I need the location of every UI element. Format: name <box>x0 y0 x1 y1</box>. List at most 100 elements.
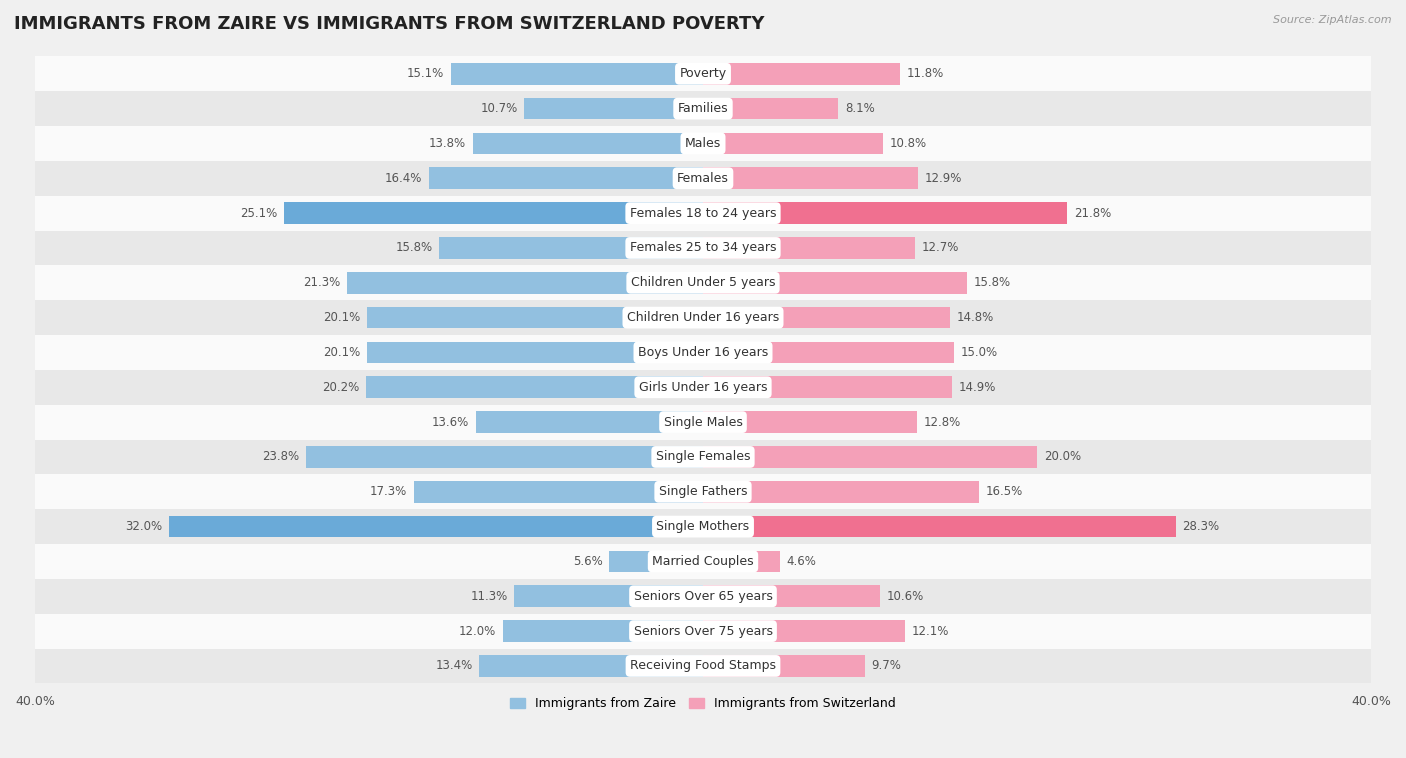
Text: 8.1%: 8.1% <box>845 102 875 115</box>
Bar <box>515 585 703 607</box>
Text: Single Males: Single Males <box>664 415 742 428</box>
Bar <box>609 550 703 572</box>
Text: IMMIGRANTS FROM ZAIRE VS IMMIGRANTS FROM SWITZERLAND POVERTY: IMMIGRANTS FROM ZAIRE VS IMMIGRANTS FROM… <box>14 15 765 33</box>
Text: 12.0%: 12.0% <box>458 625 496 637</box>
Text: 10.8%: 10.8% <box>890 137 927 150</box>
Text: 16.5%: 16.5% <box>986 485 1022 498</box>
FancyBboxPatch shape <box>35 335 1371 370</box>
Text: Females: Females <box>678 172 728 185</box>
Text: Females 25 to 34 years: Females 25 to 34 years <box>630 242 776 255</box>
Text: 32.0%: 32.0% <box>125 520 162 533</box>
Text: Children Under 16 years: Children Under 16 years <box>627 311 779 324</box>
Text: Males: Males <box>685 137 721 150</box>
FancyBboxPatch shape <box>35 265 1371 300</box>
Bar <box>703 272 967 293</box>
Bar <box>472 133 703 155</box>
Bar <box>703 412 917 433</box>
FancyBboxPatch shape <box>35 544 1371 579</box>
Text: 12.7%: 12.7% <box>922 242 959 255</box>
Bar <box>703 202 1067 224</box>
Text: Single Fathers: Single Fathers <box>659 485 747 498</box>
FancyBboxPatch shape <box>35 440 1371 475</box>
FancyBboxPatch shape <box>35 475 1371 509</box>
Text: 23.8%: 23.8% <box>262 450 299 463</box>
Text: 15.8%: 15.8% <box>973 276 1011 290</box>
Text: 13.6%: 13.6% <box>432 415 470 428</box>
Bar <box>347 272 703 293</box>
Text: Single Females: Single Females <box>655 450 751 463</box>
Text: 12.9%: 12.9% <box>925 172 963 185</box>
FancyBboxPatch shape <box>35 579 1371 614</box>
Bar <box>703 550 780 572</box>
Text: 20.1%: 20.1% <box>323 311 360 324</box>
FancyBboxPatch shape <box>35 161 1371 196</box>
Text: 20.2%: 20.2% <box>322 381 359 393</box>
Bar <box>366 377 703 398</box>
Bar <box>703 98 838 120</box>
Text: Seniors Over 75 years: Seniors Over 75 years <box>634 625 772 637</box>
Bar <box>703 63 900 85</box>
Text: 9.7%: 9.7% <box>872 659 901 672</box>
Text: 5.6%: 5.6% <box>574 555 603 568</box>
Bar <box>703 133 883 155</box>
Text: Girls Under 16 years: Girls Under 16 years <box>638 381 768 393</box>
Text: 16.4%: 16.4% <box>385 172 422 185</box>
Text: Married Couples: Married Couples <box>652 555 754 568</box>
Text: Source: ZipAtlas.com: Source: ZipAtlas.com <box>1274 15 1392 25</box>
Text: 25.1%: 25.1% <box>240 207 277 220</box>
Bar <box>367 342 703 363</box>
Text: Poverty: Poverty <box>679 67 727 80</box>
Text: Children Under 5 years: Children Under 5 years <box>631 276 775 290</box>
FancyBboxPatch shape <box>35 614 1371 649</box>
Text: 13.4%: 13.4% <box>436 659 472 672</box>
Bar <box>703 655 865 677</box>
Text: Seniors Over 65 years: Seniors Over 65 years <box>634 590 772 603</box>
Text: Families: Families <box>678 102 728 115</box>
Text: 10.6%: 10.6% <box>887 590 924 603</box>
Text: 11.3%: 11.3% <box>471 590 508 603</box>
Bar <box>703 515 1175 537</box>
Bar <box>479 655 703 677</box>
FancyBboxPatch shape <box>35 126 1371 161</box>
Bar <box>703 342 953 363</box>
Bar <box>439 237 703 258</box>
Bar <box>703 585 880 607</box>
Legend: Immigrants from Zaire, Immigrants from Switzerland: Immigrants from Zaire, Immigrants from S… <box>505 693 901 716</box>
FancyBboxPatch shape <box>35 370 1371 405</box>
Text: 14.9%: 14.9% <box>959 381 995 393</box>
Text: 15.0%: 15.0% <box>960 346 997 359</box>
Bar <box>169 515 703 537</box>
Bar <box>413 481 703 503</box>
Text: 12.8%: 12.8% <box>924 415 960 428</box>
Bar <box>703 307 950 328</box>
Bar <box>703 237 915 258</box>
Bar <box>703 620 905 642</box>
Text: 4.6%: 4.6% <box>786 555 817 568</box>
Text: 15.1%: 15.1% <box>406 67 444 80</box>
Text: 28.3%: 28.3% <box>1182 520 1219 533</box>
Bar <box>703 377 952 398</box>
Text: Receiving Food Stamps: Receiving Food Stamps <box>630 659 776 672</box>
Bar <box>475 412 703 433</box>
Bar <box>703 446 1038 468</box>
Text: 10.7%: 10.7% <box>481 102 517 115</box>
Text: 20.0%: 20.0% <box>1043 450 1081 463</box>
FancyBboxPatch shape <box>35 649 1371 684</box>
Bar <box>703 168 918 189</box>
Text: 14.8%: 14.8% <box>957 311 994 324</box>
Text: 21.8%: 21.8% <box>1074 207 1111 220</box>
Text: 13.8%: 13.8% <box>429 137 465 150</box>
Text: 21.3%: 21.3% <box>304 276 340 290</box>
Text: 17.3%: 17.3% <box>370 485 408 498</box>
Text: 20.1%: 20.1% <box>323 346 360 359</box>
FancyBboxPatch shape <box>35 300 1371 335</box>
Text: 12.1%: 12.1% <box>911 625 949 637</box>
Bar <box>502 620 703 642</box>
Text: Single Mothers: Single Mothers <box>657 520 749 533</box>
FancyBboxPatch shape <box>35 405 1371 440</box>
Bar <box>451 63 703 85</box>
Text: 11.8%: 11.8% <box>907 67 943 80</box>
Text: 15.8%: 15.8% <box>395 242 433 255</box>
Text: Females 18 to 24 years: Females 18 to 24 years <box>630 207 776 220</box>
FancyBboxPatch shape <box>35 509 1371 544</box>
